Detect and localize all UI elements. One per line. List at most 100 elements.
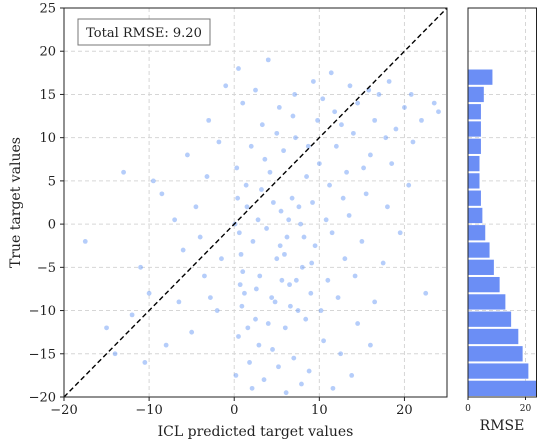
data-point	[389, 161, 395, 167]
data-point	[270, 200, 276, 205]
data-point	[291, 355, 297, 361]
data-point	[287, 303, 293, 309]
data-point	[278, 208, 284, 214]
data-point	[397, 230, 403, 236]
data-point	[138, 264, 144, 270]
data-point	[347, 83, 353, 89]
data-point	[262, 156, 268, 162]
data-point	[243, 182, 249, 188]
data-point	[255, 217, 261, 223]
data-point	[330, 385, 336, 391]
data-point	[286, 217, 292, 223]
rmse-bar	[468, 69, 493, 85]
data-point	[282, 251, 287, 257]
data-point	[214, 308, 220, 313]
data-point	[306, 368, 312, 374]
side-x-tick-label: 20	[520, 404, 532, 414]
data-point	[352, 273, 358, 279]
data-point	[234, 165, 240, 171]
data-point	[340, 195, 346, 201]
data-point	[270, 347, 275, 352]
data-point	[350, 130, 356, 136]
data-point	[239, 303, 245, 309]
y-tick-label: 10	[39, 131, 56, 146]
y-axis-label: True target values	[8, 137, 24, 268]
rmse-annotation-box: Total RMSE: 9.20	[77, 18, 211, 46]
data-point	[197, 234, 203, 240]
data-point	[129, 312, 135, 318]
data-point	[296, 204, 302, 210]
data-point	[368, 152, 373, 158]
data-point	[298, 221, 304, 227]
data-point	[240, 269, 246, 275]
data-point	[242, 290, 247, 296]
data-point	[335, 295, 341, 300]
y-tick-label: 0	[48, 218, 56, 233]
data-point	[264, 226, 269, 231]
data-point	[376, 92, 382, 97]
data-point	[292, 92, 298, 97]
data-point	[176, 299, 182, 305]
data-point	[202, 273, 207, 279]
data-point	[238, 251, 244, 257]
data-point	[159, 191, 165, 197]
data-point	[244, 204, 250, 210]
data-point	[142, 360, 148, 365]
data-point	[359, 239, 365, 244]
data-point	[368, 342, 373, 348]
rmse-bar	[468, 294, 506, 310]
main-plot-frame	[63, 7, 448, 398]
data-point	[121, 169, 126, 175]
data-point	[272, 299, 278, 305]
data-point	[289, 195, 295, 201]
data-point	[204, 174, 210, 179]
data-point	[372, 117, 378, 123]
data-point	[380, 260, 386, 266]
rmse-annotation-text: Total RMSE: 9.20	[86, 26, 202, 41]
x-tick-label: 20	[396, 403, 413, 418]
data-point	[265, 57, 271, 63]
data-point	[233, 372, 239, 378]
data-point	[355, 321, 361, 326]
side-x-tick-label: 0	[465, 404, 471, 414]
data-point	[281, 148, 286, 154]
rmse-axis-label: RMSE	[480, 418, 525, 434]
data-point	[236, 66, 241, 71]
data-point	[180, 247, 186, 253]
data-point	[257, 273, 263, 279]
data-point	[284, 234, 290, 240]
rmse-bar	[468, 380, 537, 396]
data-point	[431, 100, 437, 106]
data-point	[276, 364, 281, 370]
rmse-bar	[468, 242, 490, 258]
rmse-bar	[468, 346, 523, 362]
data-point	[82, 239, 88, 244]
rmse-bar	[468, 328, 519, 345]
y-tick-label: 25	[39, 2, 56, 17]
data-point	[372, 299, 378, 305]
rmse-bar	[468, 121, 481, 137]
y-tick-label: 20	[39, 45, 56, 60]
x-tick-label: −20	[50, 403, 77, 418]
data-point	[333, 143, 339, 149]
data-point	[274, 130, 280, 136]
side-ticks: 0 20	[465, 397, 531, 414]
main-ticks: −20 −10 0 10 20 −20 −15 −10 −5 0 5 10 15 20 25	[29, 2, 413, 419]
data-point	[419, 117, 424, 123]
data-point	[310, 79, 316, 84]
data-point	[320, 96, 326, 102]
data-point	[327, 182, 332, 188]
data-point	[316, 161, 322, 167]
data-point	[248, 143, 254, 149]
data-point	[256, 342, 262, 348]
data-point	[104, 325, 109, 331]
data-point	[206, 117, 212, 123]
data-point	[267, 169, 273, 175]
data-point	[207, 295, 213, 300]
data-point	[287, 282, 292, 288]
data-point	[240, 100, 246, 106]
data-point	[253, 87, 258, 93]
data-point	[250, 239, 256, 244]
data-point	[344, 169, 349, 175]
data-point	[163, 342, 169, 348]
